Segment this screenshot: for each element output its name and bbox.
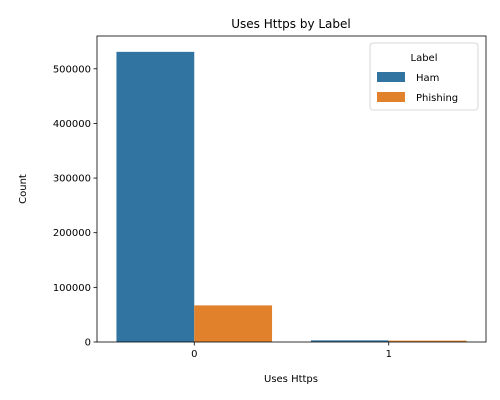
x-axis-label: Uses Https — [264, 374, 318, 385]
legend-label-phishing: Phishing — [416, 93, 458, 104]
legend-title: Label — [411, 53, 438, 64]
y-tick-label: 400000 — [53, 119, 91, 130]
legend-swatch-ham — [377, 72, 405, 82]
bar-phishing-0 — [194, 305, 273, 342]
y-tick-label: 500000 — [53, 64, 91, 75]
y-tick-label: 200000 — [53, 228, 91, 239]
x-tick-label: 1 — [386, 349, 392, 360]
bar-phishing-1 — [388, 340, 467, 342]
y-tick-label: 0 — [85, 338, 91, 349]
legend-label-ham: Ham — [416, 73, 439, 84]
plot-frame — [96, 35, 487, 343]
chart-title: Uses Https by Label — [231, 17, 351, 31]
y-tick-label: 100000 — [53, 283, 91, 294]
y-tick-label: 300000 — [53, 174, 91, 185]
legend-swatch-phishing — [377, 92, 405, 102]
y-axis-label: Count — [18, 174, 29, 204]
legend: Label Ham Phishing — [369, 42, 479, 111]
bars-group — [116, 51, 467, 342]
bar-ham-1 — [310, 340, 389, 342]
x-tick-label: 0 — [191, 349, 197, 360]
y-axis: 0 100000 200000 300000 400000 500000 — [53, 64, 97, 349]
bar-ham-0 — [116, 51, 195, 342]
legend-items: Ham Phishing — [377, 72, 458, 104]
